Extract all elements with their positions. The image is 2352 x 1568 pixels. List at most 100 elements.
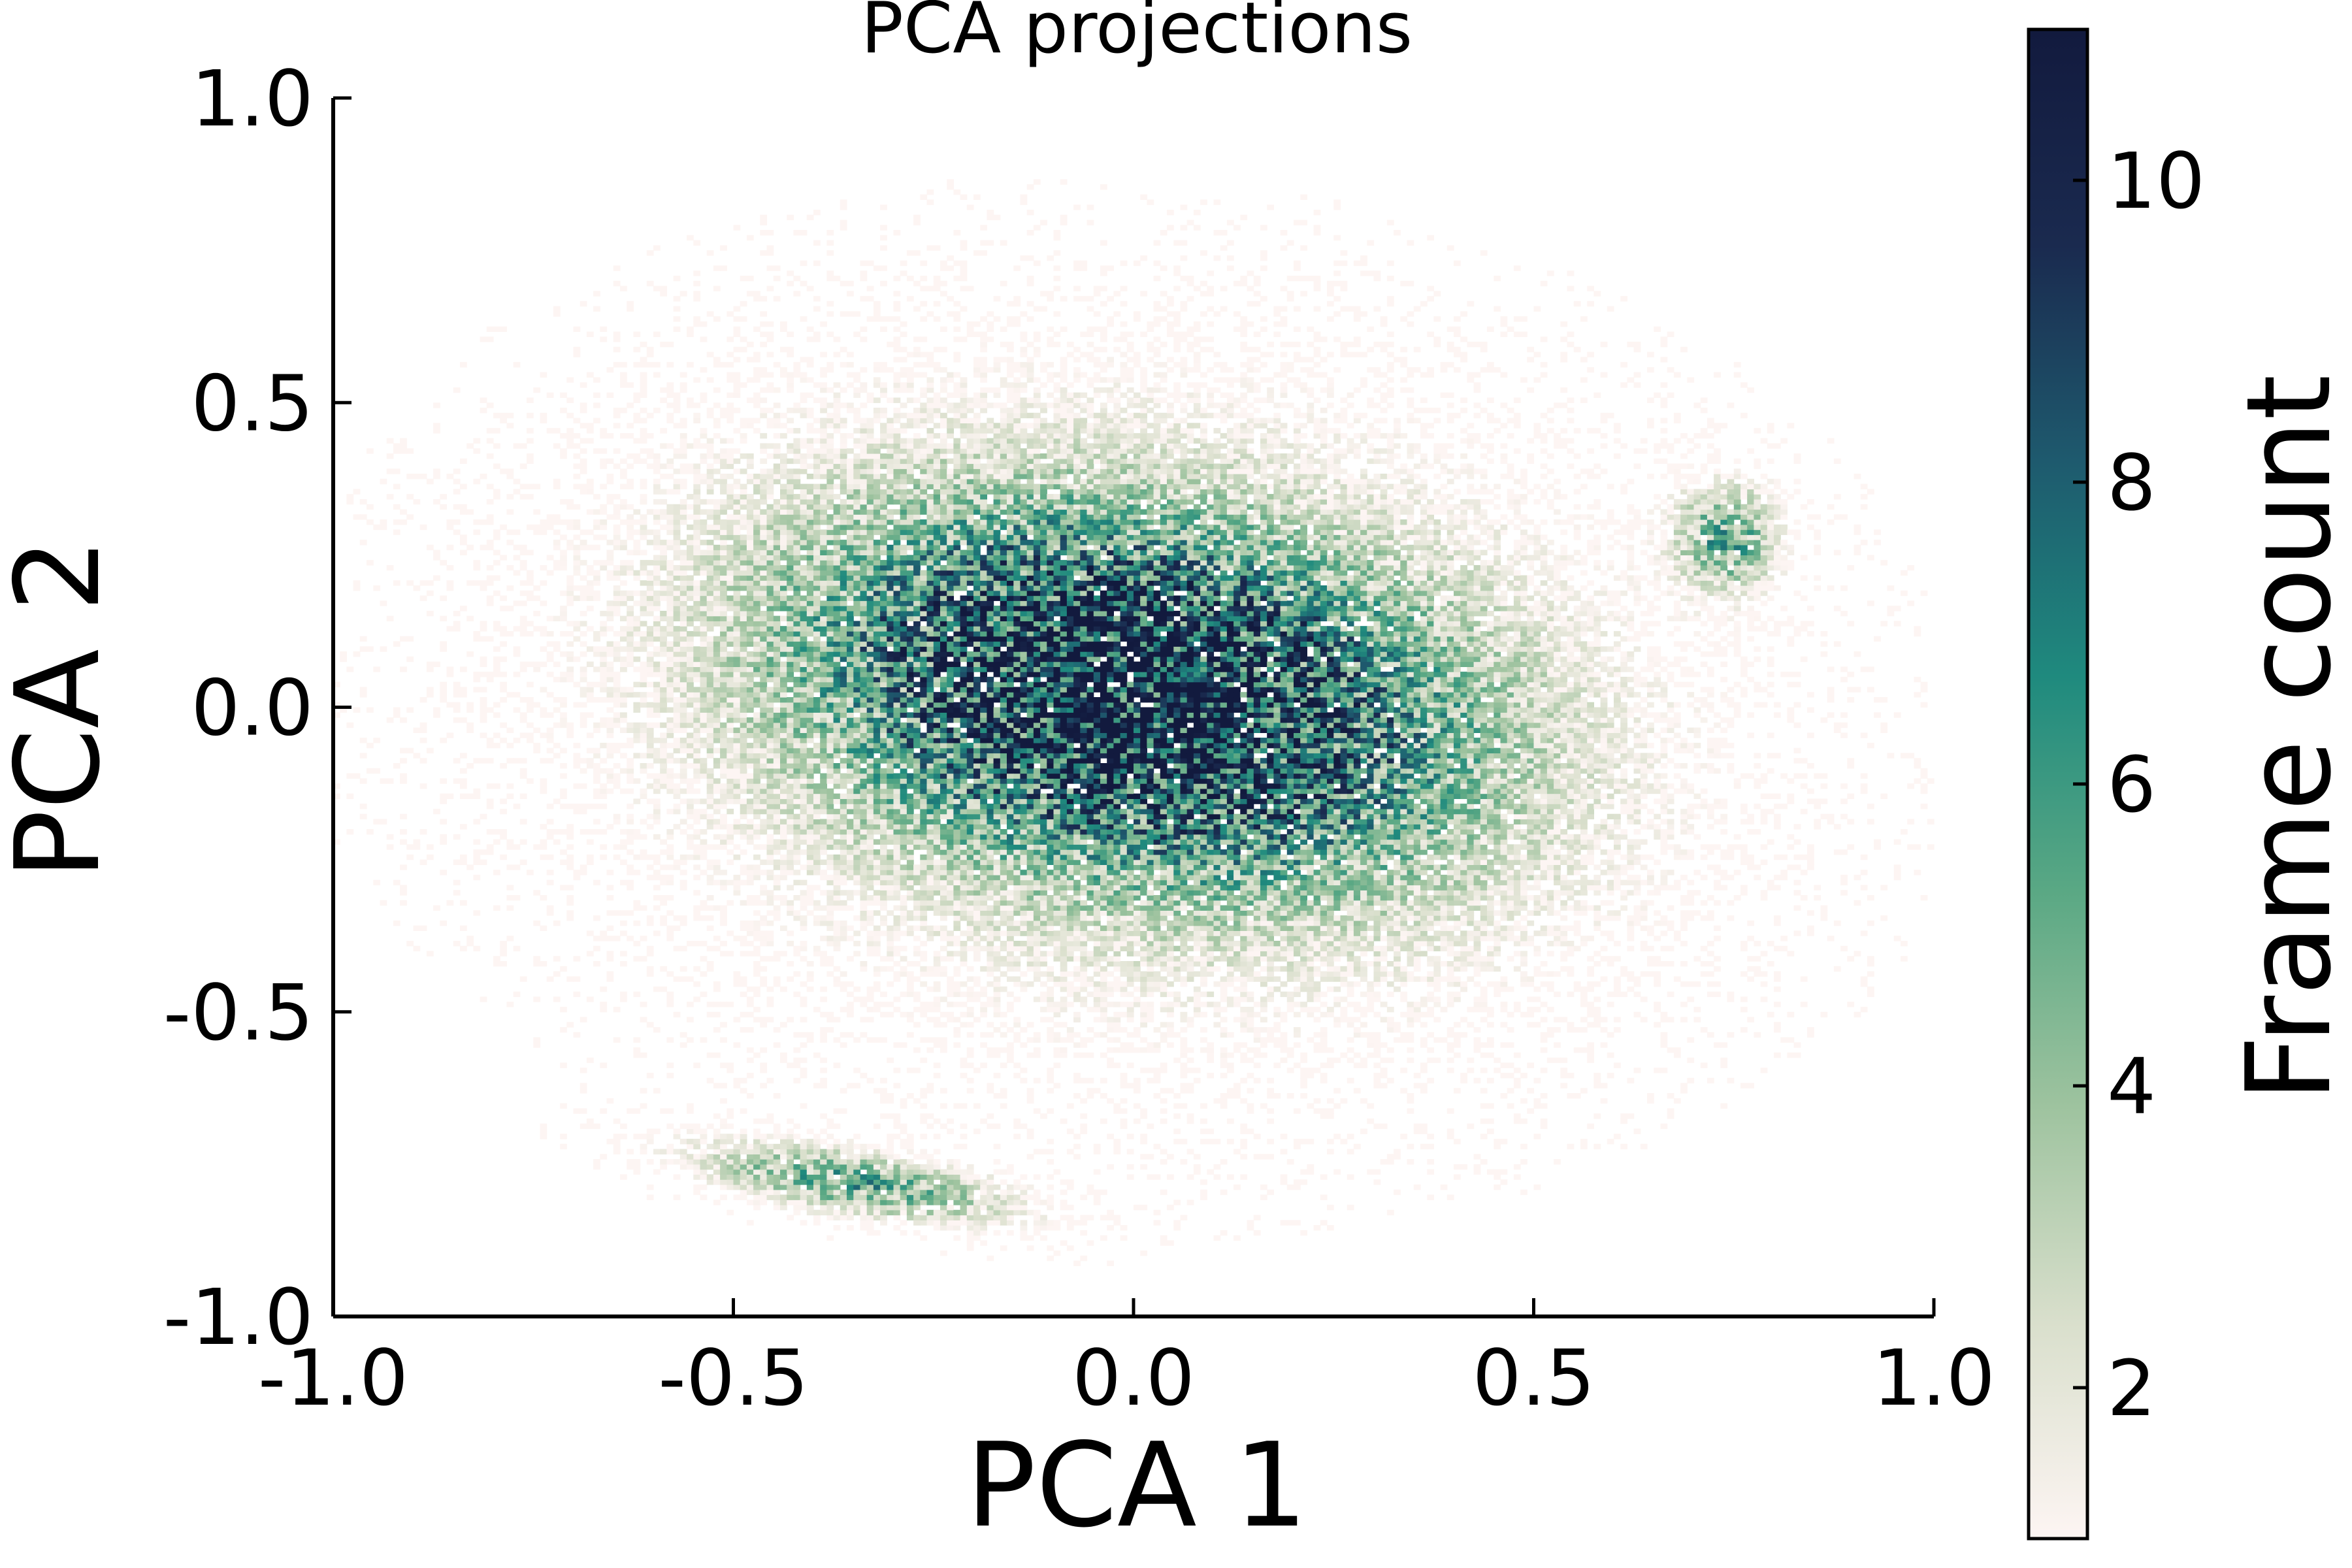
heatmap-cell — [793, 732, 801, 738]
heatmap-cell — [693, 778, 701, 784]
heatmap-cell — [640, 676, 647, 683]
heatmap-cell — [760, 408, 768, 414]
heatmap-cell — [586, 951, 594, 956]
heatmap-cell — [753, 402, 760, 408]
heatmap-cell — [519, 768, 527, 774]
heatmap-cell — [713, 417, 721, 423]
heatmap-cell — [760, 560, 768, 566]
heatmap-cell — [787, 1215, 794, 1220]
heatmap-cell — [766, 564, 774, 571]
heatmap-cell — [413, 925, 421, 931]
heatmap-cell — [653, 692, 661, 698]
heatmap-cell — [693, 504, 701, 510]
heatmap-cell — [660, 1164, 667, 1170]
heatmap-cell — [866, 529, 874, 535]
heatmap-cell — [606, 570, 614, 576]
heatmap-cell — [860, 1164, 868, 1170]
heatmap-cell — [853, 672, 861, 678]
heatmap-cell — [820, 351, 827, 357]
heatmap-cell — [866, 676, 874, 683]
heatmap-cell — [787, 1159, 794, 1165]
heatmap-cell — [820, 575, 827, 581]
heatmap-cell — [653, 498, 661, 505]
heatmap-cell — [820, 915, 827, 921]
heatmap-cell — [706, 656, 714, 662]
heatmap-cell — [847, 717, 854, 723]
heatmap-cell — [766, 250, 774, 256]
heatmap-cell — [833, 494, 841, 500]
heatmap-cell — [586, 646, 594, 652]
heatmap-cell — [687, 778, 694, 784]
heatmap-cell — [666, 580, 674, 586]
heatmap-cell — [720, 788, 727, 794]
heatmap-cell — [760, 819, 768, 825]
heatmap-cell — [853, 549, 861, 555]
heatmap-cell — [727, 615, 734, 621]
heatmap-cell — [853, 1209, 861, 1216]
heatmap-cell — [826, 560, 834, 566]
heatmap-cell — [633, 1047, 641, 1053]
heatmap-cell — [673, 1134, 681, 1139]
heatmap-cell — [746, 641, 754, 647]
heatmap-cell — [486, 742, 494, 749]
heatmap-cell — [860, 798, 868, 804]
heatmap-cell — [727, 504, 734, 510]
heatmap-cell — [766, 606, 774, 612]
heatmap-cell — [860, 758, 868, 764]
heatmap-cell — [606, 768, 614, 774]
heatmap-cell — [566, 621, 574, 627]
heatmap-cell — [833, 534, 841, 540]
heatmap-cell — [506, 839, 514, 845]
heatmap-cell — [700, 478, 708, 485]
heatmap-cell — [806, 498, 814, 505]
heatmap-cell — [766, 813, 774, 820]
heatmap-cell — [519, 630, 527, 637]
heatmap-cell — [740, 606, 747, 612]
heatmap-cell — [406, 854, 414, 860]
heatmap-cell — [333, 783, 340, 789]
heatmap-cell — [620, 504, 627, 510]
heatmap-cell — [853, 489, 861, 495]
heatmap-cell — [706, 1154, 714, 1160]
heatmap-cell — [787, 1118, 794, 1124]
heatmap-cell — [746, 717, 754, 723]
heatmap-cell — [866, 474, 874, 480]
heatmap-cell — [640, 738, 647, 743]
heatmap-cell — [773, 1123, 781, 1130]
heatmap-cell — [720, 412, 727, 419]
heatmap-cell — [666, 742, 674, 749]
heatmap-cell — [679, 879, 687, 886]
heatmap-cell — [733, 742, 741, 749]
heatmap-cell — [600, 661, 608, 667]
heatmap-cell — [606, 1139, 614, 1145]
heatmap-cell — [820, 555, 827, 561]
heatmap-cell — [793, 570, 801, 576]
heatmap-cell — [620, 458, 627, 465]
heatmap-cell — [847, 1215, 854, 1220]
heatmap-cell — [866, 1007, 874, 1013]
heatmap-cell — [860, 564, 868, 571]
heatmap-cell — [720, 747, 727, 754]
heatmap-cell — [640, 788, 647, 794]
heatmap-cell — [706, 738, 714, 743]
heatmap-cell — [453, 702, 461, 708]
heatmap-cell — [873, 874, 881, 881]
heatmap-cell — [540, 646, 547, 652]
heatmap-cell — [706, 412, 714, 419]
heatmap-cell — [527, 570, 534, 576]
heatmap-cell — [780, 615, 787, 621]
heatmap-cell — [367, 707, 374, 713]
heatmap-cell — [847, 504, 854, 510]
heatmap-cell — [713, 824, 721, 830]
heatmap-cell — [613, 529, 621, 535]
heatmap-cell — [746, 930, 754, 936]
heatmap-cell — [679, 676, 687, 683]
heatmap-cell — [787, 575, 794, 581]
heatmap-cell — [806, 783, 814, 789]
heatmap-cell — [720, 489, 727, 495]
heatmap-cell — [606, 555, 614, 561]
heatmap-cell — [713, 453, 721, 459]
heatmap-cell — [740, 879, 747, 886]
heatmap-cell — [640, 1103, 647, 1109]
heatmap-cell — [666, 1149, 674, 1154]
